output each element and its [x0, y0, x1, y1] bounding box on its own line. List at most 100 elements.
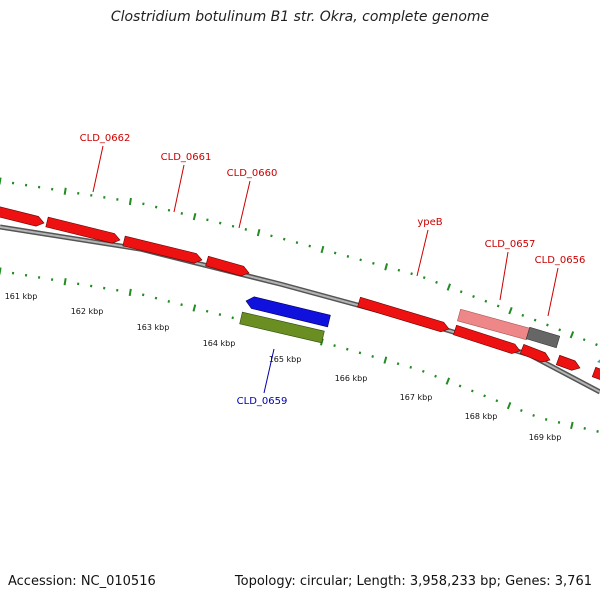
inner-tick	[180, 303, 183, 307]
outer-tick	[231, 224, 235, 228]
inner-tick	[519, 409, 523, 413]
gene-ypeB-arrow	[357, 296, 450, 333]
inner-tick	[371, 355, 374, 358]
outer-tick	[244, 228, 248, 231]
outer-tick	[256, 229, 261, 237]
gene-forward-arrow	[555, 354, 581, 371]
outer-tick	[558, 328, 562, 332]
inner-tick	[570, 421, 574, 430]
gene-CLD_0660-arrow	[122, 235, 203, 264]
outer-tick	[595, 343, 598, 347]
inner-tick	[141, 293, 145, 297]
outer-tick	[582, 338, 586, 342]
scale-label: 167 kbp	[400, 393, 433, 402]
outer-tick	[569, 331, 575, 339]
genes-layer	[0, 206, 600, 380]
gene-label-leader	[263, 348, 275, 394]
outer-tick	[192, 213, 197, 221]
gene-label-leader	[238, 180, 251, 229]
gene-label-leader	[547, 267, 559, 317]
outer-tick	[270, 234, 273, 238]
inner-tick	[544, 418, 548, 421]
gene-reverse-arrow	[245, 296, 331, 328]
inner-tick	[0, 267, 2, 275]
outer-tick	[154, 205, 158, 209]
inner-tick	[445, 377, 451, 385]
accession-text: Accession: NC_010516	[8, 574, 156, 589]
scale-labels: 161 kbp 162 kbp 163 kbp 164 kbp 165 kbp 166 k…	[5, 292, 562, 442]
gene-labels: CLD_0662 CLD_0661 CLD_0660 ypeB CLD_0657 CLD_…	[80, 133, 586, 407]
outer-tick	[320, 245, 325, 254]
gene-label[interactable]: CLD_0657	[485, 239, 536, 250]
gene-CLD_0662-arrow	[0, 206, 45, 227]
scale-label: 166 kbp	[335, 374, 368, 383]
outer-tick	[508, 307, 513, 315]
genome-summary-text: Topology: circular; Length: 3,958,233 bp…	[234, 574, 592, 589]
scale-label: 169 kbp	[529, 433, 562, 442]
inner-tick	[458, 384, 462, 388]
scale-label: 161 kbp	[5, 292, 38, 301]
outer-tick	[167, 208, 171, 212]
inner-tick	[557, 421, 561, 424]
gene-cyan-arrow	[597, 359, 600, 363]
inner-tick	[470, 389, 474, 393]
inner-tick	[358, 351, 362, 355]
inner-tick	[231, 316, 234, 320]
gene-forward-arrow	[591, 366, 600, 380]
outer-tick	[346, 255, 350, 258]
outer-tick-ring	[0, 177, 598, 347]
outer-tick	[484, 299, 488, 303]
scale-label: 164 kbp	[203, 339, 236, 348]
outer-tick	[142, 202, 145, 206]
inner-tick	[383, 356, 388, 364]
inner-tick	[63, 278, 67, 286]
gene-label-leader	[416, 229, 429, 277]
gene-label[interactable]: CLD_0660	[227, 168, 278, 179]
inner-tick	[495, 399, 499, 403]
outer-tick	[459, 290, 463, 294]
inner-tick	[483, 394, 486, 398]
gene-label-leader	[499, 251, 509, 301]
gene-label[interactable]: CLD_0662	[80, 133, 131, 144]
gene-forward-arrow	[453, 324, 521, 354]
inner-tick	[532, 413, 535, 417]
scale-label: 163 kbp	[137, 323, 170, 332]
inner-tick	[218, 313, 222, 316]
outer-tick	[63, 187, 67, 195]
inner-tick	[167, 299, 171, 303]
inner-tick	[409, 365, 413, 369]
outer-tick	[472, 295, 475, 298]
outer-tick	[128, 197, 132, 206]
gene-label[interactable]: CLD_0659	[237, 396, 288, 407]
inner-tick	[434, 374, 437, 378]
outer-tick	[206, 218, 209, 222]
gene-label[interactable]: CLD_0656	[535, 255, 586, 266]
inner-tick	[205, 309, 209, 313]
inner-tick	[583, 427, 586, 430]
gene-label-leader	[92, 145, 104, 193]
outer-tick	[446, 283, 452, 291]
gene-CLD_0661-arrow	[45, 216, 121, 244]
scale-label: 168 kbp	[465, 412, 498, 421]
gene-label-leader	[173, 164, 185, 213]
outer-tick	[435, 280, 438, 284]
inner-tick	[596, 430, 599, 433]
outer-tick	[218, 221, 222, 225]
inner-tick	[421, 369, 425, 373]
inner-tick	[506, 402, 512, 410]
scale-label: 165 kbp	[269, 355, 302, 364]
inner-tick	[192, 304, 197, 312]
outer-tick	[384, 263, 389, 271]
outer-tick	[533, 318, 537, 322]
inner-tick	[345, 347, 349, 351]
map-title: Clostridium botulinum B1 str. Okra, comp…	[110, 9, 490, 25]
gene-label[interactable]: ypeB	[417, 217, 442, 228]
outer-tick	[333, 251, 337, 255]
gene-forward-arrow	[519, 343, 551, 363]
gene-label[interactable]: CLD_0661	[161, 152, 212, 163]
outer-tick	[496, 304, 500, 308]
outer-tick	[410, 272, 413, 276]
scale-label: 162 kbp	[71, 307, 104, 316]
outer-tick	[397, 268, 401, 272]
